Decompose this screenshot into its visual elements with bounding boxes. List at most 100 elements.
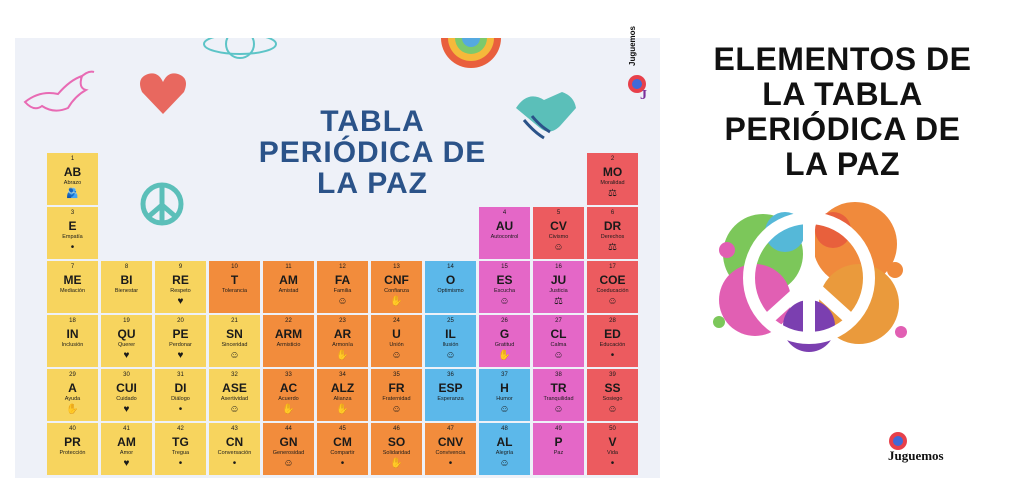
heart-icon: ♥: [177, 296, 184, 307]
element-symbol: H: [500, 381, 509, 395]
hearts-icon: ♥: [123, 350, 130, 361]
peace-sign-icon: [140, 182, 184, 226]
people-icon: ☺: [283, 458, 294, 469]
people-icon: ☺: [391, 404, 402, 415]
element-name: Perdonar: [169, 342, 192, 348]
atom-icon: [203, 38, 277, 59]
element-cell-a: 29 A Ayuda ✋: [47, 369, 98, 421]
element-symbol: AM: [279, 273, 298, 287]
element-cell-ab: 1 AB Abrazo 🫂: [47, 153, 98, 205]
element-symbol: FR: [388, 381, 405, 395]
element-cell-me: 7 ME Mediación: [47, 261, 98, 313]
element-name: Justicia: [549, 288, 568, 294]
element-cell-u: 24 U Unión ☺: [371, 315, 422, 367]
scales-icon: ⚖: [608, 242, 617, 253]
element-number: 34: [339, 372, 346, 378]
smile-icon: ☺: [499, 404, 510, 415]
element-symbol: A: [68, 381, 77, 395]
element-cell-cv: 5 CV Civismo ☺: [533, 207, 584, 259]
side-title-line: PERIÓDICA DE: [724, 111, 961, 147]
element-number: 10: [231, 264, 238, 270]
handshake-icon: ✋: [336, 404, 349, 415]
element-name: Tranquilidad: [543, 396, 574, 402]
house-icon: •: [448, 458, 453, 469]
element-number: 45: [339, 426, 346, 432]
element-name: Respeto: [170, 288, 191, 294]
element-name: Alegría: [495, 450, 514, 456]
element-name: Armisticio: [276, 342, 301, 348]
element-number: 31: [177, 372, 184, 378]
element-cell-ac: 33 AC Acuerdo ✋: [263, 369, 314, 421]
element-name: Solidaridad: [382, 450, 411, 456]
element-number: 36: [447, 372, 454, 378]
dove-icon: [23, 70, 95, 112]
element-symbol: BI: [120, 273, 133, 287]
element-symbol: E: [68, 219, 77, 233]
ear-icon: ☺: [499, 296, 510, 307]
people-icon: ☺: [553, 242, 564, 253]
element-cell-o: 14 O Optimismo: [425, 261, 476, 313]
people-icon: ☺: [229, 404, 240, 415]
element-number: 2: [610, 156, 615, 162]
element-number: 49: [555, 426, 562, 432]
element-number: 21: [231, 318, 238, 324]
element-cell-re: 9 RE Respeto ♥: [155, 261, 206, 313]
element-cell-al: 48 AL Alegría ☺: [479, 423, 530, 475]
element-cell-arm: 22 ARM Armisticio: [263, 315, 314, 367]
element-number: 19: [123, 318, 130, 324]
hearts-icon: ♥: [123, 458, 130, 469]
element-symbol: ALZ: [330, 381, 355, 395]
element-number: 13: [393, 264, 400, 270]
brand-logo-mark: J: [628, 75, 647, 102]
element-name: Conversación: [217, 450, 252, 456]
element-cell-ed: 28 ED Educación •: [587, 315, 638, 367]
chat-icon: •: [232, 458, 237, 469]
element-cell-qu: 19 QU Querer ♥: [101, 315, 152, 367]
title-line: PERIÓDICA DE: [258, 136, 487, 169]
element-number: 39: [609, 372, 616, 378]
brand-logo: Juguemos: [886, 430, 976, 470]
element-number: 7: [70, 264, 75, 270]
element-symbol: PR: [64, 435, 81, 449]
element-symbol: CNV: [437, 435, 464, 449]
element-name: Moralidad: [600, 180, 625, 186]
element-cell-gn: 44 GN Generosidad ☺: [263, 423, 314, 475]
title-line: LA PAZ: [317, 167, 428, 200]
element-cell-pr: 40 PR Protección: [47, 423, 98, 475]
element-cell-ss: 39 SS Sosiego ☺: [587, 369, 638, 421]
element-symbol: SO: [387, 435, 406, 449]
element-symbol: MO: [602, 165, 623, 179]
handshake-icon: ✋: [390, 458, 403, 469]
element-cell-v: 50 V Vida •: [587, 423, 638, 475]
element-number: 46: [393, 426, 400, 432]
element-name: Derechos: [600, 234, 625, 240]
element-cell-au: 4 AU Autocontrol: [479, 207, 530, 259]
element-number: 37: [501, 372, 508, 378]
element-symbol: U: [392, 327, 401, 341]
element-number: 44: [285, 426, 292, 432]
element-name: Autocontrol: [490, 234, 519, 240]
brand-logo-mark: [889, 432, 907, 450]
element-symbol: GN: [279, 435, 298, 449]
element-name: Coeducación: [596, 288, 629, 294]
element-name: Bienestar: [114, 288, 139, 294]
element-name: Generosidad: [272, 450, 305, 456]
element-name: Fraternidad: [382, 396, 411, 402]
element-name: Gratitud: [494, 342, 515, 348]
element-cell-di: 31 DI Diálogo •: [155, 369, 206, 421]
element-symbol: JU: [550, 273, 567, 287]
element-cell-sn: 21 SN Sinceridad ☺: [209, 315, 260, 367]
element-name: Amor: [119, 450, 134, 456]
element-name: Escucha: [493, 288, 516, 294]
element-name: Querer: [117, 342, 136, 348]
element-cell-cui: 30 CUI Cuidado ♥: [101, 369, 152, 421]
element-name: Inclusión: [61, 342, 84, 348]
element-cell-cnv: 47 CNV Convivencia •: [425, 423, 476, 475]
element-cell-mo: 2 MO Moralidad ⚖: [587, 153, 638, 205]
element-name: Tolerancia: [221, 288, 248, 294]
chat-icon: •: [178, 404, 183, 415]
side-title: ELEMENTOS DE LA TABLA PERIÓDICA DE LA PA…: [685, 42, 1000, 182]
element-number: 14: [447, 264, 454, 270]
scales-icon: ⚖: [554, 296, 563, 307]
element-cell-cm: 45 CM Compartir •: [317, 423, 368, 475]
